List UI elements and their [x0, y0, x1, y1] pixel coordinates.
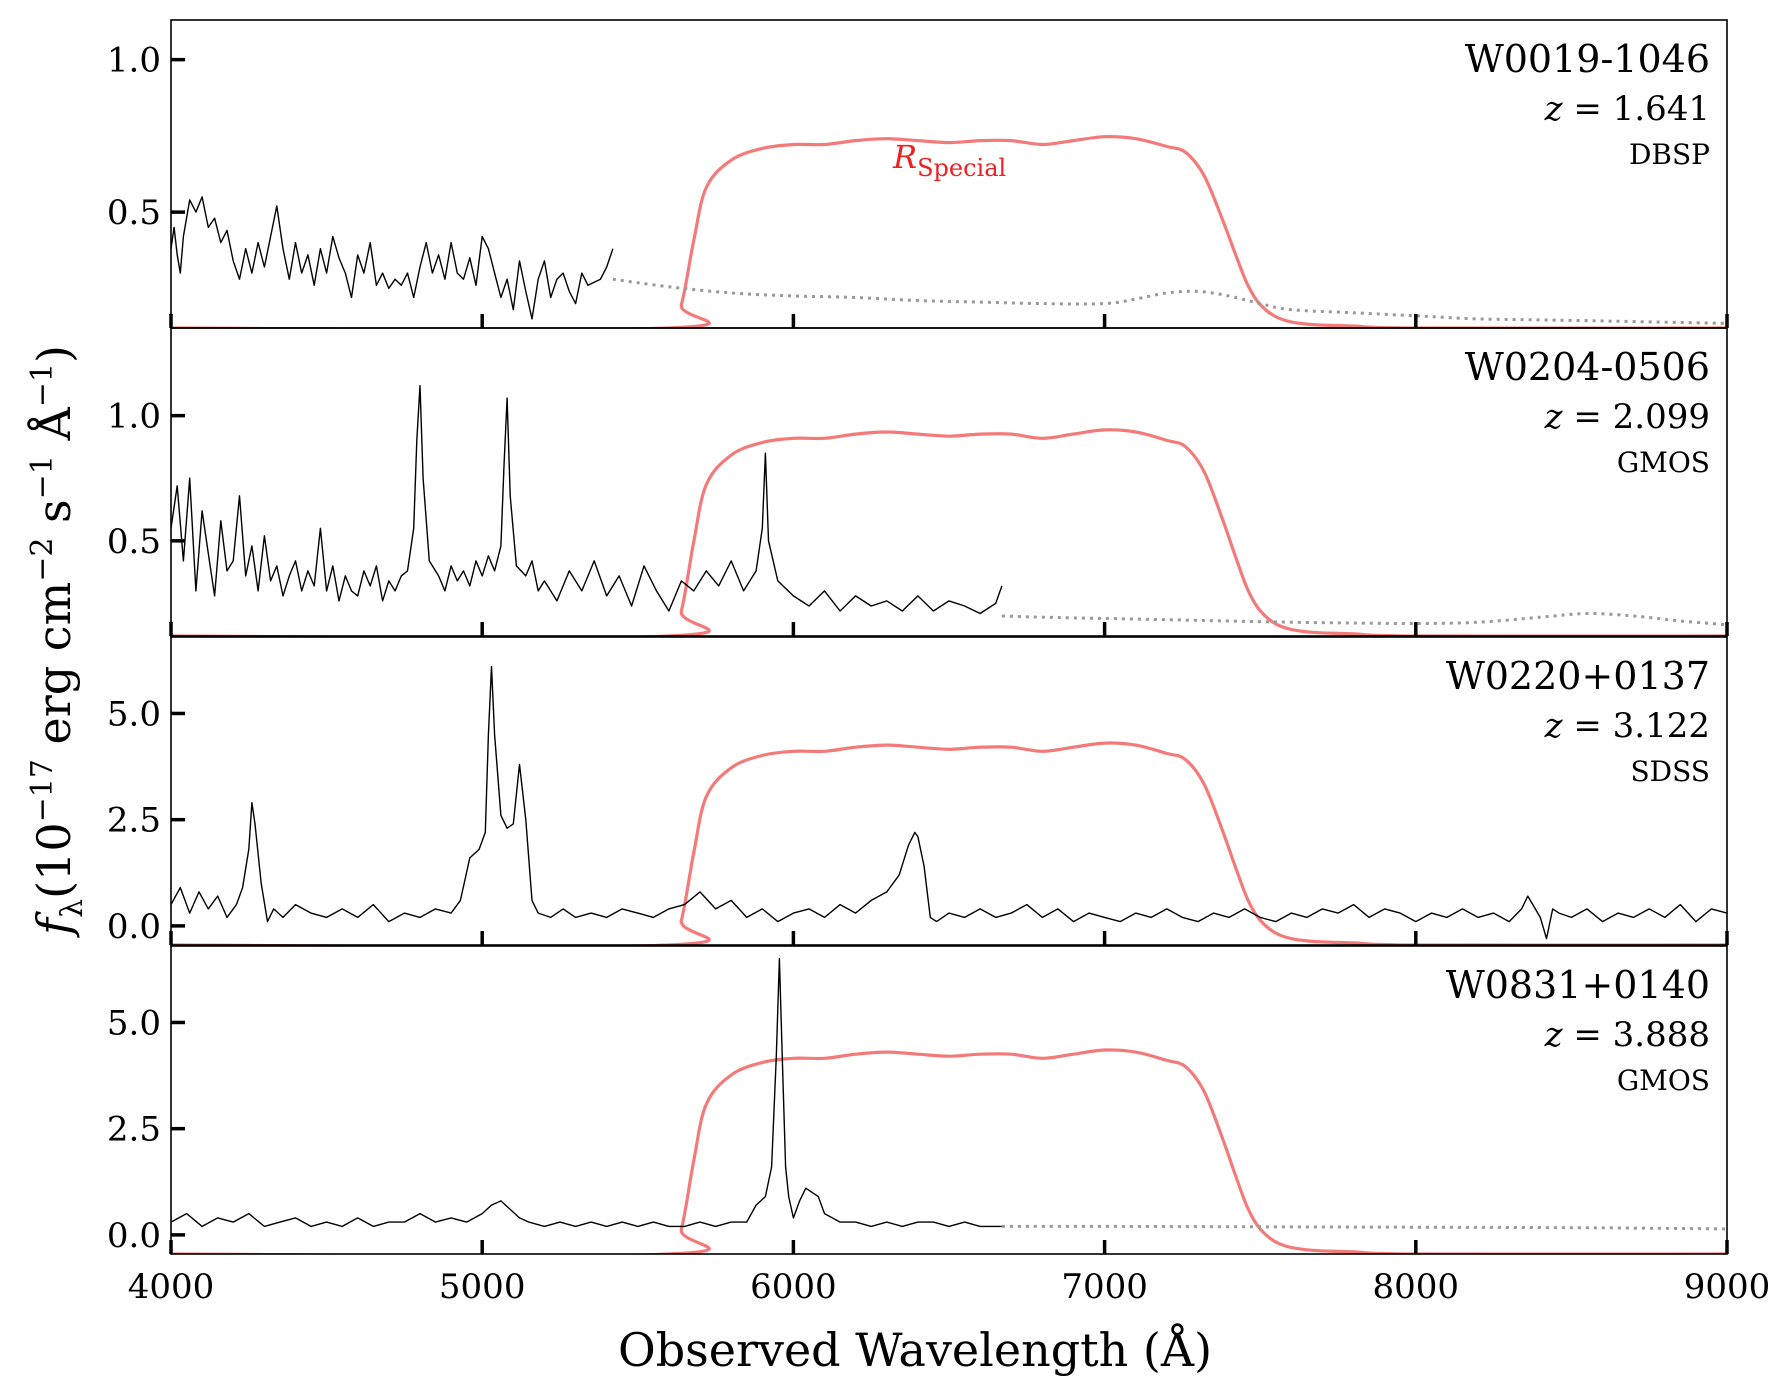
filter-curve [171, 1048, 1727, 1254]
y-tick-label: 0.5 [107, 522, 161, 562]
panel-1: 0.5 1.0 W0019-1046 z = 1.641 DBSP RSpecial [107, 19, 1729, 329]
redshift-label: z = 3.888 [1544, 1015, 1710, 1055]
x-tick-label: 8000 [1373, 1267, 1460, 1307]
y-axis-exp2: −2 [25, 538, 60, 582]
instrument-label: SDSS [1630, 755, 1710, 788]
y-axis-lead: (10 [27, 822, 81, 898]
object-name: W0204-0506 [1465, 345, 1710, 389]
x-tick-label: 5000 [439, 1267, 526, 1307]
y-tick-label: 0.0 [107, 907, 161, 947]
y-tick-label: 1.0 [107, 397, 161, 437]
x-tick-label: 7000 [1061, 1267, 1148, 1307]
instrument-label: GMOS [1617, 446, 1710, 479]
redshift-value: = 3.888 [1563, 1015, 1710, 1055]
model-spectrum [1001, 611, 1727, 627]
object-name: W0019-1046 [1465, 37, 1710, 81]
observed-spectrum [171, 958, 1002, 1228]
y-tick-label: 1.0 [107, 41, 161, 81]
y-tick-label: 2.5 [107, 1110, 161, 1150]
y-axis-close: ) [27, 345, 81, 363]
panel-2: 0.5 1.0 W0204-0506 z = 2.099 GMOS [107, 327, 1729, 637]
panel-3: 0.0 2.5 5.0 W0220+0137 z = 3.122 SDSS [107, 636, 1729, 947]
x-tick-label: 4000 [128, 1267, 215, 1307]
filter-curve [171, 428, 1727, 636]
redshift-symbol: z [1544, 397, 1564, 437]
x-tick-label: 6000 [750, 1267, 837, 1307]
panel-4: 4000 5000 6000 7000 8000 9000 0.0 2.5 5.0 W0831+0… [107, 945, 1771, 1307]
observed-spectrum [171, 196, 614, 320]
panel-plot-area [171, 666, 1727, 945]
y-axis-title: fλ(10−17 erg cm−2 s−1 Å−1) [25, 345, 90, 938]
redshift-label: z = 3.122 [1544, 706, 1710, 746]
y-axis-mid1: erg cm [27, 582, 81, 759]
instrument-label: GMOS [1617, 1064, 1710, 1097]
filter-label: RSpecial [892, 138, 1006, 182]
model-spectrum [1001, 1224, 1727, 1231]
y-axis-exp4: −1 [25, 363, 60, 407]
y-axis-subscript: λ [55, 899, 90, 918]
y-tick-label: 0.0 [107, 1216, 161, 1256]
redshift-value: = 3.122 [1563, 706, 1710, 746]
redshift-symbol: z [1544, 89, 1564, 129]
redshift-label: z = 2.099 [1544, 397, 1710, 437]
redshift-label: z = 1.641 [1544, 89, 1710, 129]
filter-label-subscript: Special [917, 154, 1006, 182]
y-tick-label: 5.0 [107, 694, 161, 734]
panel-frame [170, 327, 1728, 637]
redshift-symbol: z [1544, 706, 1564, 746]
panel-frame [170, 945, 1728, 1255]
y-axis-exp1: −17 [25, 759, 60, 822]
panel-plot-area [171, 958, 1727, 1254]
instrument-label: DBSP [1629, 138, 1710, 171]
observed-spectrum [171, 384, 1003, 615]
y-tick-label: 5.0 [107, 1003, 161, 1043]
model-spectrum [612, 277, 1727, 325]
object-name: W0831+0140 [1446, 963, 1710, 1007]
redshift-value: = 1.641 [1563, 89, 1710, 129]
y-axis-exp3: −1 [25, 455, 60, 499]
filter-curve [171, 741, 1727, 945]
redshift-value: = 2.099 [1563, 397, 1710, 437]
y-axis-mid3: Å [26, 406, 81, 455]
panel-frame [170, 636, 1728, 946]
y-tick-label: 2.5 [107, 801, 161, 841]
x-axis-title: Observed Wavelength (Å) [618, 1322, 1212, 1377]
panel-plot-area [171, 135, 1727, 328]
filter-curve [171, 135, 1727, 328]
redshift-symbol: z [1544, 1015, 1564, 1055]
panel-plot-area [171, 384, 1727, 636]
filter-label-base: R [892, 138, 917, 176]
x-tick-label: 9000 [1684, 1267, 1771, 1307]
object-name: W0220+0137 [1446, 654, 1710, 698]
observed-spectrum [171, 666, 1727, 940]
y-axis-mid2: s [27, 499, 81, 537]
y-tick-label: 0.5 [107, 193, 161, 233]
